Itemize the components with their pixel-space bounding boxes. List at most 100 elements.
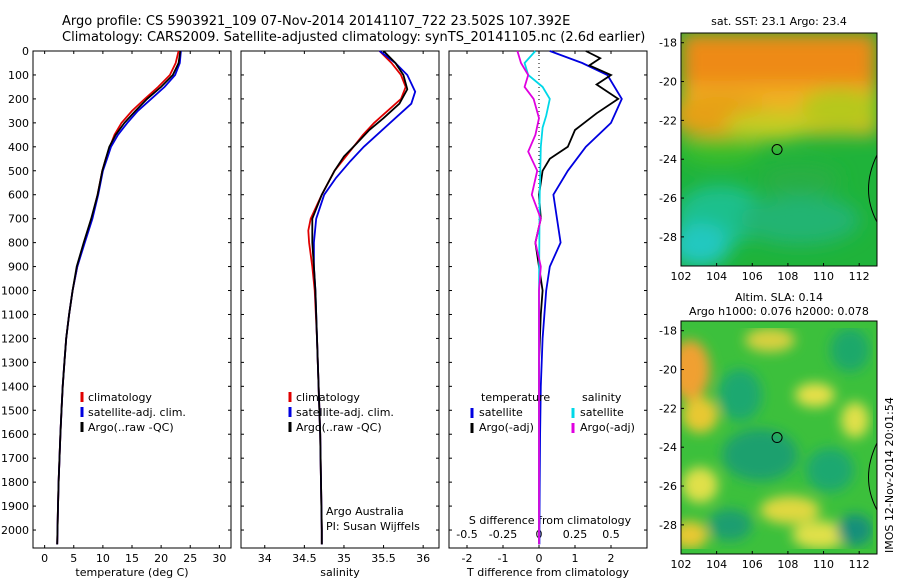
sst-map-panel: sat. SST: 23.1 Argo: 23.4 102 104 106 108 11… [659,15,878,283]
legend-label: satellite [580,406,624,419]
sla-map-subtitle: Argo h1000: 0.076 h2000: 0.078 [689,305,869,318]
x-axis-label: salinity [320,566,360,579]
y-tick-label: 500 [8,165,29,178]
y-tick-label: -26 [659,480,677,493]
y-tick-label: -22 [659,402,677,415]
plot-frame [32,50,232,549]
y-tick-label: -28 [659,231,677,244]
sst-map-title: sat. SST: 23.1 Argo: 23.4 [711,15,847,28]
x-tick-label: 106 [742,270,763,283]
legend-label: Argo(..raw -QC) [296,421,382,434]
series-line [311,50,409,545]
x-tick-label: 112 [849,558,870,571]
top-tick-label: -0.5 [456,528,477,541]
x-tick-label: -2 [462,552,473,565]
header-line-2: Climatology: CARS2009. Satellite-adjuste… [62,30,645,45]
y-tick-label: 600 [8,189,29,202]
x-tick-label: 104 [706,270,727,283]
y-tick-label: 300 [8,117,29,130]
legend-label: satellite-adj. clim. [88,406,186,419]
x-tick-label: 112 [849,270,870,283]
y-tick-label: 200 [8,93,29,106]
y-tick-label: -26 [659,192,677,205]
legend-label: climatology [296,391,360,404]
legend-label: Argo(-adj) [580,421,635,434]
series-line [538,50,623,545]
y-tick-label: 400 [8,141,29,154]
y-tick-label: 700 [8,213,29,226]
sla-map-image [681,321,877,554]
top-axis-label: S difference from climatology [469,514,632,527]
y-tick-label: -24 [659,153,677,166]
legend-heading: salinity [582,391,622,404]
x-tick-label: 108 [777,270,798,283]
x-tick-label: 0 [536,552,543,565]
x-tick-label: 30 [212,552,226,565]
x-tick-label: 102 [671,558,692,571]
temperature-panel: 0 100 200 300 400 500 600 700 800 900 1000 1100 1200… [1,45,232,579]
y-tick-label: -18 [659,325,677,338]
y-tick-label: 1300 [1,356,29,369]
x-tick-label: 35 [337,552,351,565]
x-tick-label: 102 [671,270,692,283]
x-tick-label: 35.5 [371,552,396,565]
annotation-line: Argo Australia [326,505,404,518]
sla-map-panel: Altim. SLA: 0.14 Argo h1000: 0.076 h2000… [659,291,878,571]
plot-frame [240,50,440,549]
y-tick-label: -20 [659,364,677,377]
x-tick-label: 34 [258,552,272,565]
y-tick-label: -20 [659,76,677,89]
series-line [516,50,542,545]
y-tick-label: 1700 [1,452,29,465]
y-tick-label: 1500 [1,404,29,417]
x-tick-label: 10 [96,552,110,565]
x-axis-label: T difference from climatology [466,566,629,579]
x-tick-label: 1 [572,552,579,565]
imos-timestamp: IMOS 12-Nov-2014 20:01:54 [883,397,896,553]
plot-frame [448,50,648,549]
legend-label: climatology [88,391,152,404]
y-tick-label: 2000 [1,524,29,537]
top-tick-label: 0.25 [563,528,588,541]
x-tick-label: -1 [498,552,509,565]
legend-label: Argo(..raw -QC) [88,421,174,434]
y-tick-label: 1000 [1,285,29,298]
x-tick-label: 34.5 [292,552,317,565]
legend-label: Argo(-adj) [479,421,534,434]
header-line-1: Argo profile: CS 5903921_109 07-Nov-2014… [62,14,570,29]
y-tick-label: -22 [659,114,677,127]
x-tick-label: 36 [416,552,430,565]
y-tick-label: 100 [8,69,29,82]
y-tick-label: 800 [8,237,29,250]
y-tick-label: 1900 [1,500,29,513]
annotation-line: PI: Susan Wijffels [326,520,420,533]
y-tick-label: 1600 [1,428,29,441]
salinity-panel: 34 34.5 35 35.5 36 salinity climatology satelli… [240,50,440,579]
difference-panel: -2 -1 0 1 2T difference from climatology S di… [448,50,648,579]
series-line [56,50,182,545]
legend-heading: temperature [481,391,550,404]
argo-location-marker [771,432,783,444]
x-tick-label: 106 [742,558,763,571]
legend-label: satellite [479,406,523,419]
x-tick-label: 0 [41,552,48,565]
y-tick-label: -28 [659,519,677,532]
legend-label: satellite-adj. clim. [296,406,394,419]
y-tick-label: 1200 [1,332,29,345]
x-tick-label: 5 [70,552,77,565]
x-tick-label: 2 [608,552,615,565]
y-tick-label: 900 [8,261,29,274]
x-axis-label: temperature (deg C) [75,566,188,579]
x-tick-label: 20 [154,552,168,565]
y-tick-label: -24 [659,441,677,454]
y-tick-label: 1400 [1,380,29,393]
top-tick-label: 0.5 [602,528,620,541]
sla-map-title: Altim. SLA: 0.14 [735,291,823,304]
x-tick-label: 25 [183,552,197,565]
x-tick-label: 104 [706,558,727,571]
argo-location-marker [771,144,783,156]
y-tick-label: -18 [659,37,677,50]
x-tick-label: 110 [813,270,834,283]
y-tick-label: 1100 [1,308,29,321]
